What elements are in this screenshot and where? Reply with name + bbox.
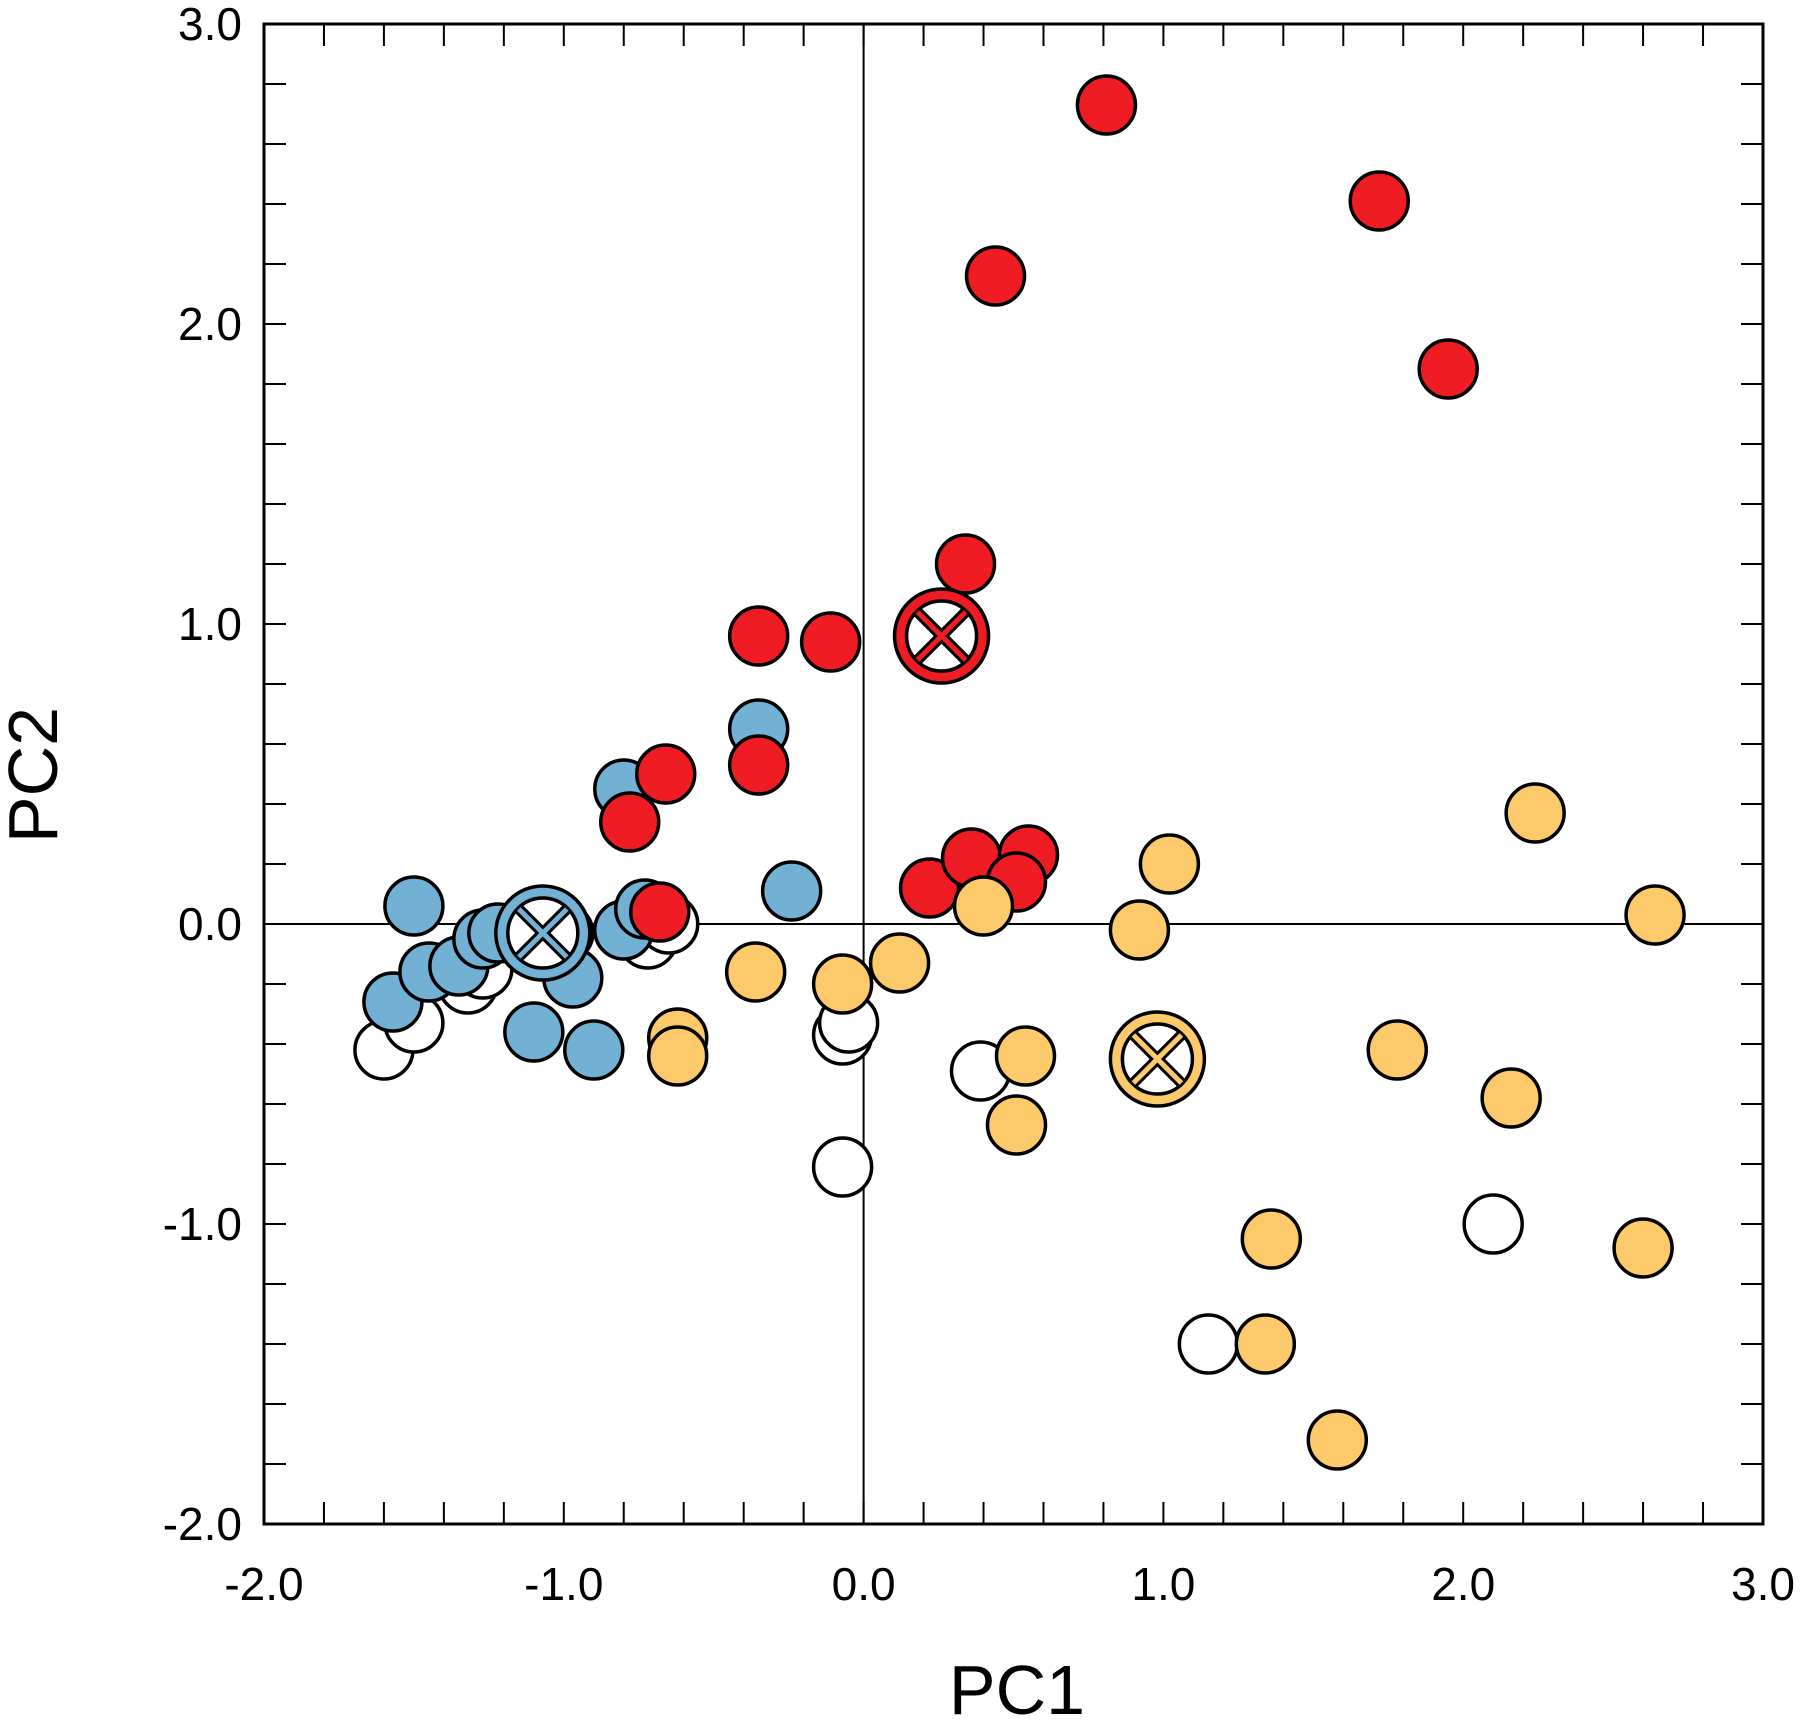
data-point-red [599,791,661,853]
data-point-orange [985,1094,1048,1156]
x-tick-label: 2.0 [1431,1558,1495,1610]
data-point-red [1075,74,1138,136]
data-point-white [1462,1193,1524,1255]
centroid-marker-blue [494,884,592,982]
centroid-marker-red [892,587,991,685]
x-tick-label: 3.0 [1731,1558,1795,1610]
data-point-red [934,533,997,595]
data-point-orange [952,875,1015,937]
data-point-orange [1306,1409,1369,1471]
data-point-orange [1366,1019,1428,1081]
x-tick-label: 1.0 [1131,1558,1195,1610]
data-point-red [799,611,862,673]
data-point-blue [563,1019,625,1081]
data-point-orange [994,1025,1057,1087]
tick-labels: -2.0 -1.0 0.0 1.0 2.0 3.0 -2.0 -1.0 0.0 1.0 2.0 3.0 [163,0,1795,1610]
y-tick-label: 2.0 [178,298,242,350]
data-point-white [1177,1313,1240,1375]
y-axis-title: PC2 [0,707,72,843]
plot-border [262,22,1765,1526]
data-point-red [727,605,790,667]
y-tick-label: 0.0 [178,898,242,950]
data-point-orange [1480,1067,1542,1129]
data-point-red [898,857,961,919]
data-point-orange [1108,899,1171,961]
y-tick-label: -2.0 [163,1498,242,1550]
x-tick-label: 0.0 [832,1558,896,1610]
data-point-orange [1612,1217,1674,1279]
data-point-red [628,881,691,943]
data-point-blue [503,1001,565,1063]
data-point-orange [724,941,787,1003]
y-tick-label: 3.0 [178,0,242,50]
data-point-orange [1138,833,1201,895]
data-point-red [964,245,1027,307]
centroid-cross [1131,1033,1184,1085]
axes [263,23,1764,1525]
data-point-orange [1240,1208,1303,1270]
x-tick-label: -2.0 [224,1558,303,1610]
x-tick-label: -1.0 [524,1558,603,1610]
data-point-orange [868,932,931,994]
group-centroids [494,587,1207,1108]
data-point-red [1417,338,1479,400]
centroid-cross [517,907,569,959]
centroid-marker-orange [1108,1010,1207,1108]
y-tick-label: 1.0 [178,598,242,650]
y-tick-label: -1.0 [163,1198,242,1250]
centroid-cross [915,610,968,662]
data-point-red [727,734,790,796]
data-point-blue [383,875,445,937]
data-point-blue [760,860,823,922]
data-point-orange [1234,1313,1297,1375]
data-point-orange [1504,782,1566,844]
data-point-red [1348,170,1411,232]
data-point-red [634,743,697,805]
data-points [353,74,1686,1471]
x-axis-title: PC1 [949,1651,1085,1728]
data-point-orange [1624,884,1686,946]
data-point-orange [646,1025,709,1087]
data-point-orange [811,953,874,1015]
plot-frame [262,22,1765,1526]
data-point-white [811,1136,874,1198]
